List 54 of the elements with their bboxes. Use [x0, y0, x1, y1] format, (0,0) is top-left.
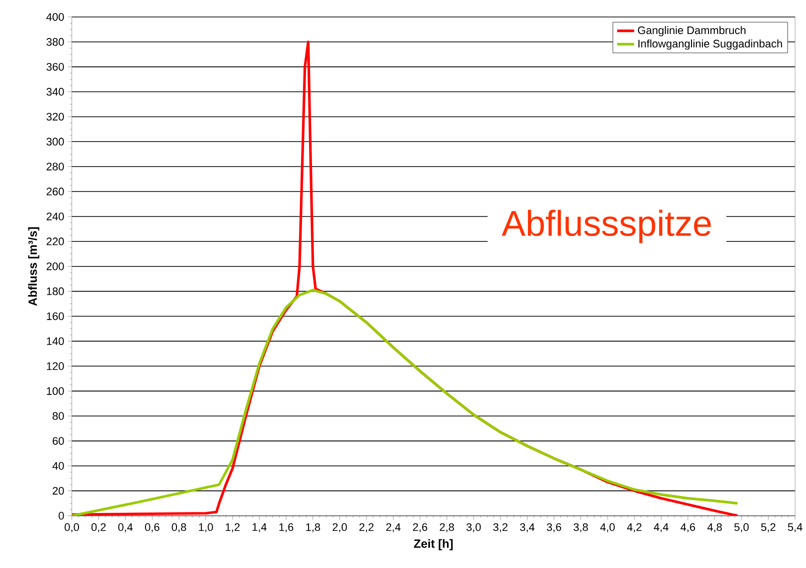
x-tick-label: 4,6 — [680, 523, 696, 532]
y-tick-label: 300 — [46, 138, 64, 146]
x-tick-label: 2,6 — [413, 523, 428, 532]
y-tick-label: 320 — [46, 113, 64, 121]
legend-label: Ganglinie Dammbruch — [638, 26, 746, 36]
x-tick-label: 2,2 — [359, 523, 374, 532]
x-tick-label: 3,6 — [546, 523, 562, 532]
y-tick-label: 200 — [46, 262, 64, 270]
y-tick-label: 340 — [46, 88, 64, 96]
x-tick-label: 0,8 — [172, 523, 186, 532]
x-tick-label: 3,0 — [466, 523, 481, 532]
y-tick-label: 280 — [46, 162, 64, 171]
x-tick-label: 4,2 — [627, 523, 642, 532]
x-tick-label: 4,8 — [707, 523, 722, 532]
x-tick-label: 1,0 — [198, 523, 213, 532]
y-tick-label: 40 — [52, 462, 64, 470]
y-tick-label: 380 — [46, 38, 64, 46]
y-tick-label: 260 — [46, 188, 64, 196]
x-tick-label: 1,4 — [252, 523, 267, 532]
x-tick-label: 4,0 — [600, 523, 615, 532]
x-tick-label: 3,2 — [493, 523, 508, 532]
x-tick-label: 2,8 — [440, 523, 454, 532]
y-tick-label: 80 — [52, 412, 64, 420]
x-tick-label: 2,4 — [386, 523, 401, 532]
x-tick-label: 0,0 — [64, 523, 79, 532]
x-tick-label: 4,4 — [654, 523, 668, 532]
x-tick-label: 2,0 — [332, 523, 347, 532]
x-tick-label: 1,8 — [306, 523, 320, 532]
y-tick-label: 120 — [46, 362, 64, 370]
x-tick-label: 0,2 — [91, 523, 106, 532]
y-tick-label: 20 — [52, 487, 64, 495]
y-tick-label: 140 — [46, 338, 64, 346]
y-tick-label: 180 — [46, 288, 64, 296]
x-tick-label: 5,4 — [788, 523, 802, 532]
annotation: Abflussspitze — [502, 210, 711, 244]
y-tick-label: 360 — [46, 63, 64, 71]
y-tick-label: 0 — [58, 512, 64, 520]
legend-label: Inflowganglinie Suggadinbach — [638, 40, 782, 50]
y-tick-label: 160 — [46, 312, 64, 320]
x-tick-label: 3,4 — [520, 523, 534, 532]
y-axis-title: Abfluss [m³/s] — [28, 227, 40, 306]
x-axis-title: Zeit [h] — [414, 539, 453, 550]
x-tick-label: 5,0 — [734, 523, 749, 532]
y-tick-label: 100 — [46, 387, 64, 396]
x-tick-label: 0,6 — [145, 523, 160, 532]
y-tick-label: 400 — [46, 13, 64, 22]
y-tick-label: 240 — [46, 212, 64, 221]
x-tick-label: 3,8 — [574, 523, 588, 532]
x-tick-label: 0,4 — [118, 523, 133, 532]
y-tick-label: 220 — [46, 238, 64, 246]
x-tick-label: 1,2 — [226, 523, 240, 532]
x-tick-label: 1,6 — [279, 523, 294, 532]
x-tick-label: 5,2 — [761, 523, 776, 532]
y-tick-label: 60 — [52, 437, 64, 445]
